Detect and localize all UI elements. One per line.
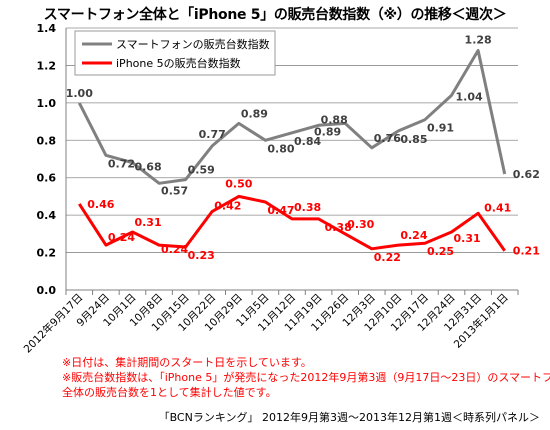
data-label-iphone5: 0.23 xyxy=(188,249,215,262)
data-label-iphone5: 0.42 xyxy=(214,199,241,212)
chart-title: スマートフォン全体と「iPhone 5」の販売台数指数（※）の推移＜週次＞ xyxy=(43,7,507,23)
source-footer: 「BCNランキング」 2012年9月第3週〜2013年12月第1週＜時系列パネル… xyxy=(158,411,540,424)
data-label-smartphone: 0.85 xyxy=(400,133,427,146)
data-label-smartphone: 0.57 xyxy=(161,184,188,197)
y-tick-label: 1.0 xyxy=(37,97,57,110)
data-label-smartphone: 0.88 xyxy=(321,113,348,126)
legend-label-smartphone: スマートフォンの販売台数指数 xyxy=(116,37,270,51)
legend-label-iphone5: iPhone 5の販売台数指数 xyxy=(116,56,241,70)
data-label-smartphone: 0.62 xyxy=(513,168,540,181)
chart-legend: スマートフォンの販売台数指数 iPhone 5の販売台数指数 xyxy=(74,30,276,76)
series-line-smartphone xyxy=(77,49,507,185)
data-label-smartphone: 0.59 xyxy=(188,164,215,177)
note-date: ※日付は、集計期間のスタート日を示しています。 xyxy=(62,356,312,369)
data-label-smartphone: 0.89 xyxy=(241,107,268,120)
y-tick-label: 0.2 xyxy=(37,247,57,260)
legend-box xyxy=(74,30,276,76)
data-label-smartphone: 0.89 xyxy=(314,125,341,138)
data-label-smartphone: 0.91 xyxy=(427,122,454,135)
data-label-iphone5: 0.31 xyxy=(134,216,161,229)
data-label-smartphone: 1.04 xyxy=(456,90,483,103)
data-label-smartphone: 0.80 xyxy=(267,142,294,155)
data-label-smartphone: 0.72 xyxy=(108,157,135,170)
data-label-smartphone: 0.77 xyxy=(199,128,226,141)
data-label-iphone5: 0.22 xyxy=(374,251,401,264)
y-tick-label: 0.0 xyxy=(37,284,57,297)
data-label-iphone5: 0.24 xyxy=(400,229,427,242)
data-label-smartphone: 1.28 xyxy=(465,33,492,46)
data-label-iphone5: 0.41 xyxy=(484,201,511,214)
y-tick-label: 0.6 xyxy=(37,172,57,185)
data-label-iphone5: 0.46 xyxy=(87,198,114,211)
note-index-definition: ※販売台数指数は、「iPhone 5」が発売になった2012年9月第3週（9月1… xyxy=(62,371,550,384)
data-label-iphone5: 0.31 xyxy=(454,232,481,245)
series-line-iphone5 xyxy=(78,194,506,252)
data-label-iphone5: 0.24 xyxy=(108,231,135,244)
y-tick-label: 0.8 xyxy=(37,134,57,147)
data-label-iphone5: 0.38 xyxy=(294,201,321,214)
y-tick-label: 1.4 xyxy=(37,22,57,35)
data-label-smartphone: 1.00 xyxy=(66,87,93,100)
data-label-iphone5: 0.47 xyxy=(267,204,294,217)
data-label-iphone5: 0.24 xyxy=(161,243,188,256)
data-label-iphone5: 0.38 xyxy=(325,221,352,234)
data-label-iphone5: 0.21 xyxy=(513,245,540,258)
data-label-smartphone: 0.68 xyxy=(134,161,161,174)
data-label-iphone5: 0.50 xyxy=(225,177,252,190)
data-label-smartphone: 0.84 xyxy=(294,135,321,148)
data-label-iphone5: 0.30 xyxy=(347,218,374,231)
data-label-smartphone: 0.76 xyxy=(374,132,401,145)
y-tick-label: 1.2 xyxy=(37,59,57,72)
y-tick-label: 0.4 xyxy=(37,209,57,222)
data-label-iphone5: 0.25 xyxy=(427,245,454,258)
note-index-definition-cont: 全体の販売台数を1として集計した値です。 xyxy=(62,386,277,399)
